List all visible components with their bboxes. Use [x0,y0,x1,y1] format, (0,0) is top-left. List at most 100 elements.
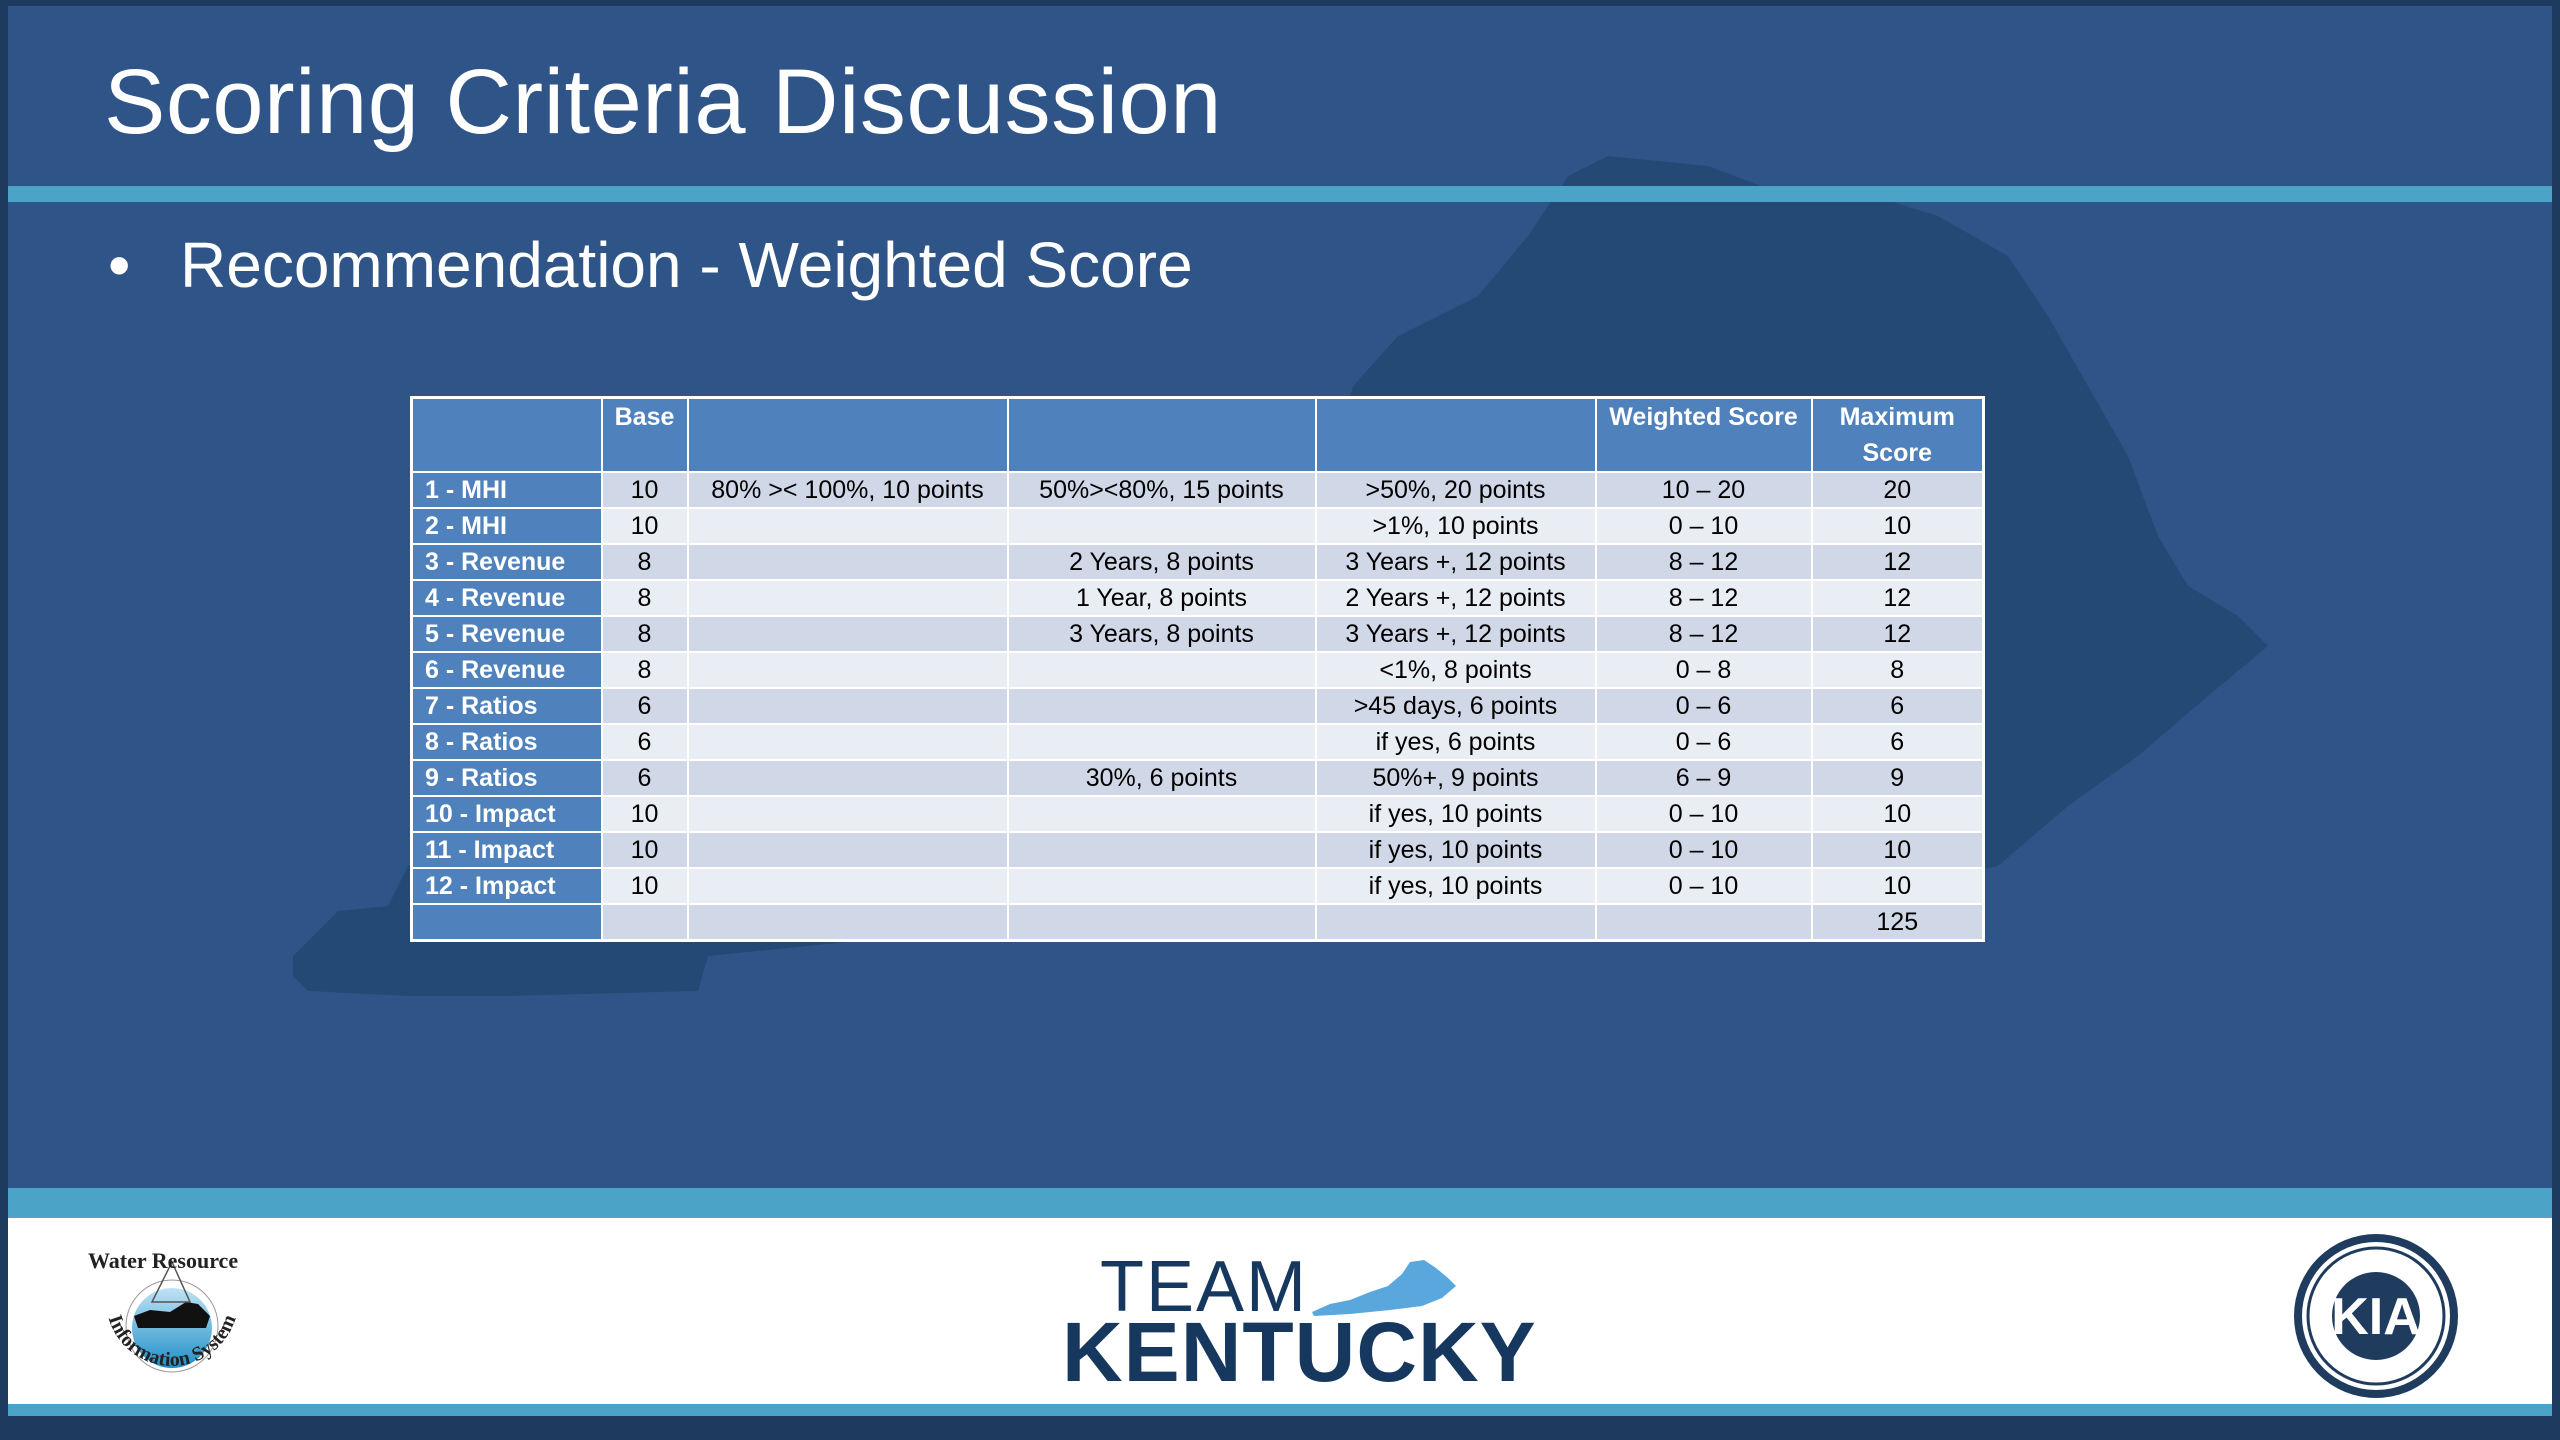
row-maximum-score: 6 [1810,723,1985,761]
row-base: 10 [600,471,689,509]
row-tier-2 [1006,795,1317,833]
row-weighted-score: 8 – 12 [1594,615,1813,653]
row-tier-1 [686,687,1009,725]
row-tier-1 [686,507,1009,545]
row-criteria: 1 - MHI [410,471,603,509]
row-maximum-score: 9 [1810,759,1985,797]
row-weighted-score [1594,903,1813,942]
row-base: 10 [600,795,689,833]
header-base: Base [600,396,689,473]
footer-divider [8,1188,2552,1218]
header-maximum-score: Maximum Score [1810,396,1985,473]
row-criteria: 8 - Ratios [410,723,603,761]
header-weighted-score: Weighted Score [1594,396,1813,473]
row-weighted-score: 8 – 12 [1594,579,1813,617]
title-divider [8,186,2552,202]
row-tier-3: >50%, 20 points [1314,471,1597,509]
row-tier-3: >1%, 10 points [1314,507,1597,545]
slide-title: Scoring Criteria Discussion [104,51,1222,153]
bullet-dot-icon: • [108,229,131,301]
row-tier-2 [1006,831,1317,869]
row-tier-2 [1006,723,1317,761]
row-weighted-score: 0 – 8 [1594,651,1813,689]
wris-title-text: Water Resource [88,1248,238,1273]
header-tier-3 [1314,396,1597,473]
row-base: 10 [600,831,689,869]
row-tier-1 [686,831,1009,869]
row-maximum-score: 12 [1810,615,1985,653]
table-header-row: Base Weighted Score Maximum Score [410,396,1985,473]
row-tier-2 [1006,687,1317,725]
row-tier-2: 3 Years, 8 points [1006,615,1317,653]
table-row: 10 - Impact 10 if yes, 10 points 0 – 10 10 [410,795,1985,833]
kia-letters: KIA [2331,1288,2421,1346]
row-tier-3: if yes, 6 points [1314,723,1597,761]
row-weighted-score: 0 – 10 [1594,867,1813,905]
header-criteria [410,396,603,473]
row-maximum-score: 10 [1810,795,1985,833]
row-tier-3: if yes, 10 points [1314,795,1597,833]
row-base: 10 [600,867,689,905]
row-weighted-score: 0 – 10 [1594,795,1813,833]
row-criteria: 2 - MHI [410,507,603,545]
kia-seal: KIA [2290,1230,2462,1402]
table-row: 11 - Impact 10 if yes, 10 points 0 – 10 10 [410,831,1985,869]
row-criteria: 10 - Impact [410,795,603,833]
row-weighted-score: 10 – 20 [1594,471,1813,509]
row-maximum-score: 12 [1810,579,1985,617]
table-row: 2 - MHI 10 >1%, 10 points 0 – 10 10 [410,507,1985,545]
wris-logo: Water Resource Information System [78,1232,278,1396]
row-maximum-score: 12 [1810,543,1985,581]
header-tier-1 [686,396,1009,473]
kentucky-word: KENTUCKY [1062,1305,1537,1399]
row-weighted-score: 0 – 10 [1594,507,1813,545]
row-tier-1 [686,615,1009,653]
row-criteria: 5 - Revenue [410,615,603,653]
row-tier-2: 30%, 6 points [1006,759,1317,797]
row-tier-3: <1%, 8 points [1314,651,1597,689]
table-row: 9 - Ratios 6 30%, 6 points 50%+, 9 points 6 … [410,759,1985,797]
bullet-item: • Recommendation - Weighted Score [108,228,1193,302]
row-tier-3 [1314,903,1597,942]
wris-logo-icon: Water Resource Information System [88,1248,241,1373]
row-tier-1 [686,579,1009,617]
row-tier-3: if yes, 10 points [1314,831,1597,869]
table-row: 4 - Revenue 8 1 Year, 8 points 2 Years +, 1… [410,579,1985,617]
table-row: 5 - Revenue 8 3 Years, 8 points 3 Years +, … [410,615,1985,653]
row-tier-2: 2 Years, 8 points [1006,543,1317,581]
row-criteria: 4 - Revenue [410,579,603,617]
row-maximum-score: 125 [1810,903,1985,942]
slide: Scoring Criteria Discussion • Recommendat… [8,6,2552,1416]
row-criteria: 3 - Revenue [410,543,603,581]
table-row: 125 [410,903,1985,942]
row-base: 6 [600,687,689,725]
row-tier-2 [1006,507,1317,545]
row-criteria: 9 - Ratios [410,759,603,797]
row-tier-3: 2 Years +, 12 points [1314,579,1597,617]
row-tier-1 [686,651,1009,689]
row-maximum-score: 8 [1810,651,1985,689]
table-row: 1 - MHI 10 80% >< 100%, 10 points 50%><80%,… [410,471,1985,509]
row-tier-1: 80% >< 100%, 10 points [686,471,1009,509]
row-maximum-score: 6 [1810,687,1985,725]
row-base: 6 [600,723,689,761]
footer-bottom-divider [8,1404,2552,1416]
kia-seal-icon: KIA [2294,1234,2458,1398]
row-maximum-score: 10 [1810,831,1985,869]
row-base: 6 [600,759,689,797]
weighted-score-table: Base Weighted Score Maximum Score 1 - MH… [410,396,1985,942]
row-weighted-score: 0 – 6 [1594,687,1813,725]
row-base: 8 [600,579,689,617]
footer: Water Resource Information System TEAM K… [8,1218,2552,1404]
row-tier-2: 1 Year, 8 points [1006,579,1317,617]
row-criteria: 12 - Impact [410,867,603,905]
row-tier-1 [686,723,1009,761]
row-tier-1 [686,759,1009,797]
bullet-text: Recommendation - Weighted Score [180,229,1193,301]
row-tier-1 [686,795,1009,833]
row-criteria: 7 - Ratios [410,687,603,725]
row-maximum-score: 20 [1810,471,1985,509]
row-tier-2 [1006,651,1317,689]
